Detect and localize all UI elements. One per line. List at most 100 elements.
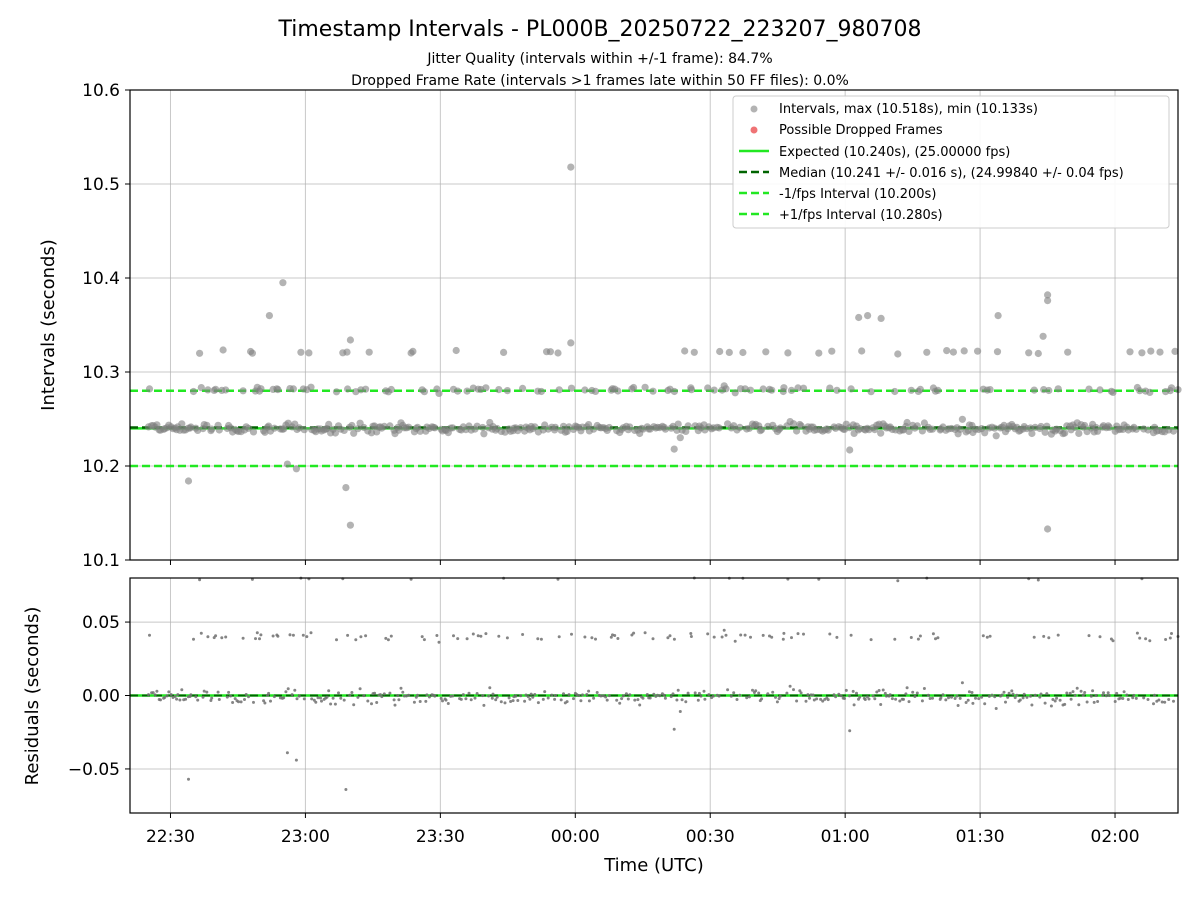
residual-point (675, 698, 679, 702)
residual-point (790, 636, 793, 640)
interval-point (1136, 387, 1144, 395)
interval-point (974, 347, 982, 355)
interval-point (758, 426, 766, 434)
interval-point (215, 426, 223, 434)
residuals-panel: −0.05 0.00 0.05 22:30 23:00 23:30 00:00 00:30 0… (22, 576, 1180, 876)
interval-point (480, 430, 488, 438)
interval-point (681, 347, 689, 355)
interval-point (567, 339, 575, 347)
interval-point (864, 312, 872, 320)
residual-point (173, 695, 177, 698)
interval-point (715, 424, 723, 432)
residual-point (909, 636, 913, 639)
residual-point (255, 631, 259, 635)
residual-point (1121, 697, 1125, 700)
residual-point (344, 788, 348, 791)
residual-point (302, 697, 306, 701)
interval-point (1034, 349, 1042, 358)
residual-point (871, 694, 875, 698)
residual-point (1113, 700, 1117, 703)
residual-point (362, 694, 366, 698)
interval-point (591, 387, 600, 395)
residual-point (678, 710, 682, 713)
interval-point (687, 386, 696, 394)
residual-point (662, 693, 666, 697)
interval-point (739, 348, 747, 357)
residual-point (259, 633, 263, 637)
residual-point (590, 636, 594, 640)
interval-point (1171, 347, 1179, 355)
residual-point (893, 637, 897, 641)
residual-point (151, 691, 155, 695)
residual-point (633, 698, 637, 702)
residual-point (187, 777, 190, 781)
residual-point (337, 691, 340, 695)
residual-point (1007, 691, 1011, 695)
interval-point (1132, 425, 1140, 433)
interval-point (1167, 384, 1176, 392)
residual-point (913, 695, 917, 698)
residual-point (920, 699, 924, 703)
residual-point (244, 693, 248, 696)
interval-point (1044, 525, 1052, 533)
residual-point (958, 696, 962, 700)
residual-point (726, 688, 730, 692)
residual-point (1164, 638, 1168, 641)
interval-point (300, 426, 308, 434)
legend-marker-intervals (750, 105, 758, 113)
residual-point (994, 707, 998, 710)
residual-point (325, 695, 329, 699)
legend-label-plus-fps: +1/fps Interval (10.280s) (779, 208, 943, 223)
residual-point (712, 635, 716, 639)
residual-point (572, 697, 575, 701)
residual-point (577, 694, 581, 697)
residual-point (609, 635, 613, 639)
residual-point (1160, 700, 1164, 704)
residual-point (1043, 701, 1047, 705)
residual-point (656, 693, 659, 697)
residual-point (1010, 689, 1014, 693)
interval-point (674, 420, 682, 428)
residual-point (931, 696, 934, 700)
interval-point (731, 389, 739, 397)
residual-point (1122, 690, 1126, 694)
residual-point (285, 751, 289, 755)
residual-point (966, 698, 970, 702)
residual-point (528, 697, 532, 701)
interval-point (479, 423, 487, 432)
interval-point (877, 429, 885, 437)
residual-point (987, 694, 991, 698)
residual-point (669, 695, 673, 699)
residual-point (884, 694, 888, 698)
residual-point (352, 703, 356, 707)
residual-point (420, 635, 424, 639)
residual-point (936, 636, 940, 640)
residual-point (1170, 632, 1173, 635)
interval-point (473, 422, 481, 430)
residual-point (869, 638, 873, 642)
residual-point (944, 698, 948, 702)
interval-point (1064, 348, 1072, 356)
residual-point (652, 692, 656, 696)
interval-point (307, 383, 315, 391)
residual-point (271, 634, 275, 638)
residual-point (775, 700, 779, 704)
intervals-y-label: Intervals (seconds) (38, 239, 59, 411)
interval-point (776, 424, 784, 432)
residual-point (499, 700, 503, 704)
residual-point (894, 697, 898, 701)
interval-point (858, 347, 866, 355)
residual-point (766, 692, 770, 696)
residual-point (272, 695, 276, 699)
residual-point (465, 637, 469, 641)
residual-point (745, 696, 749, 700)
residual-point (282, 696, 286, 700)
residual-point (1042, 634, 1046, 638)
interval-point (219, 346, 227, 354)
residual-point (471, 632, 475, 636)
x-tick-label: 01:30 (956, 827, 1005, 847)
residual-point (717, 694, 721, 698)
interval-point (943, 347, 951, 355)
interval-point (903, 418, 911, 427)
residual-point (696, 698, 700, 702)
